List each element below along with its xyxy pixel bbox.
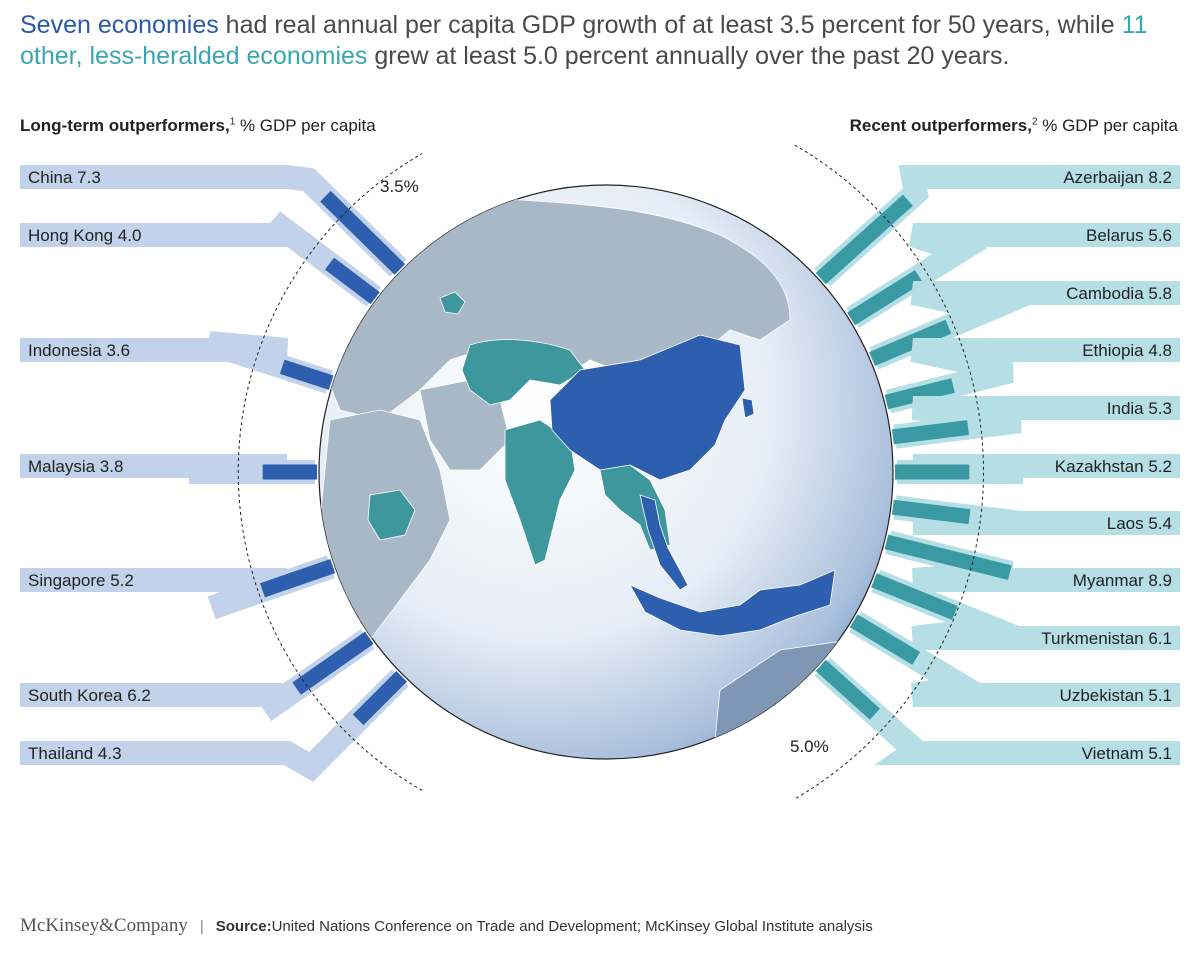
label-box xyxy=(933,165,1180,189)
country-label: Singapore 5.2 xyxy=(28,571,134,590)
country-label: Uzbekistan 5.1 xyxy=(1060,686,1172,705)
source-label: Source: xyxy=(215,917,272,935)
headline-text-2: grew at least 5.0 percent annually over … xyxy=(367,42,1010,70)
source-text: United Nations Conference on Trade and D… xyxy=(271,917,873,935)
value-bar xyxy=(869,319,952,366)
threshold-label: 5.0% xyxy=(790,737,829,756)
label-box xyxy=(20,454,267,478)
land-recent-belarus xyxy=(439,291,466,315)
land-recent-central-asia xyxy=(461,339,586,406)
label-box xyxy=(933,281,1180,305)
value-bar xyxy=(815,659,880,720)
label-box xyxy=(933,454,1180,478)
right-header-footnote: 2 xyxy=(1031,116,1038,128)
value-bar xyxy=(279,359,334,390)
label-box xyxy=(933,511,1180,535)
label-box xyxy=(20,683,267,707)
headline: Seven economies had real annual per capi… xyxy=(20,10,1190,72)
label-box xyxy=(933,223,1180,247)
country-label: Malaysia 3.8 xyxy=(28,457,123,476)
country-label: Vietnam 5.1 xyxy=(1082,744,1172,763)
left-section-header: Long-term outperformers,1 % GDP per capi… xyxy=(20,116,376,136)
land-recent-ethiopia xyxy=(367,489,416,541)
label-box xyxy=(933,683,1180,707)
country-label: Indonesia 3.6 xyxy=(28,341,130,360)
value-bar xyxy=(884,534,1012,580)
label-box xyxy=(20,223,267,247)
country-label: Belarus 5.6 xyxy=(1086,226,1172,245)
label-box xyxy=(20,741,267,765)
value-bar xyxy=(891,499,971,525)
value-bar xyxy=(884,378,955,410)
value-bar xyxy=(324,257,380,305)
globe-map xyxy=(318,184,894,760)
right-section-header: Recent outperformers,2 % GDP per capita xyxy=(850,116,1178,136)
country-label: Turkmenistan 6.1 xyxy=(1041,629,1172,648)
value-bar xyxy=(815,194,913,285)
land-thailand-malaysia xyxy=(639,494,689,591)
country-label: South Korea 6.2 xyxy=(28,686,151,705)
label-box xyxy=(933,568,1180,592)
value-bar xyxy=(891,420,969,445)
value-bar xyxy=(847,270,923,326)
headline-text-1: had real annual per capita GDP growth of… xyxy=(218,11,1122,39)
left-header-footnote: 1 xyxy=(229,116,236,128)
headline-highlight-recent: 11 other, less-heralded economies xyxy=(20,11,1148,70)
country-label: Hong Kong 4.0 xyxy=(28,226,141,245)
country-label: Azerbaijan 8.2 xyxy=(1063,168,1172,187)
label-box xyxy=(20,568,267,592)
left-header-bold: Long-term outperformers, xyxy=(20,116,230,135)
country-label: India 5.3 xyxy=(1107,399,1172,418)
value-bar xyxy=(871,573,958,620)
label-box xyxy=(20,338,267,362)
recent-outperformers-group: Azerbaijan 8.2 Belarus 5.6 Cambodia 5.8 Eth… xyxy=(790,144,1180,800)
land-south-korea xyxy=(741,397,755,419)
label-box xyxy=(20,165,267,189)
connector-band xyxy=(267,669,409,782)
country-label: Kazakhstan 5.2 xyxy=(1055,457,1172,476)
label-box xyxy=(933,741,1180,765)
label-box xyxy=(933,338,1180,362)
country-label: Ethiopia 4.8 xyxy=(1082,341,1172,360)
footer-separator: | xyxy=(199,917,204,935)
land-indonesia xyxy=(629,569,836,637)
country-label: Thailand 4.3 xyxy=(28,744,122,763)
connector-band xyxy=(264,211,381,307)
country-label: Cambodia 5.8 xyxy=(1066,284,1172,303)
country-label: Laos 5.4 xyxy=(1107,514,1172,533)
footer: McKinsey&Company | Source: United Nation… xyxy=(20,915,873,937)
left-header-unit: % GDP per capita xyxy=(235,116,376,135)
country-label: China 7.3 xyxy=(28,168,101,187)
land-china xyxy=(549,334,746,481)
company-logo: McKinsey&Company xyxy=(20,915,188,936)
value-bar xyxy=(292,631,374,695)
value-bar xyxy=(320,190,406,275)
right-header-bold: Recent outperformers, xyxy=(849,116,1032,135)
value-bar xyxy=(352,671,407,726)
headline-highlight-long-term: Seven economies xyxy=(20,11,219,39)
right-header-unit: % GDP per capita xyxy=(1037,116,1178,135)
threshold-label: 3.5% xyxy=(380,177,419,196)
value-bar xyxy=(849,614,921,665)
threshold-arc xyxy=(794,144,984,800)
label-box xyxy=(933,626,1180,650)
label-box xyxy=(933,396,1180,420)
long-term-outperformers-group: China 7.3 Hong Kong 4.0 Indonesia 3.6 Malay… xyxy=(20,153,423,791)
chart-canvas: China 7.3 Hong Kong 4.0 Indonesia 3.6 Malay… xyxy=(20,144,1180,800)
country-label: Myanmar 8.9 xyxy=(1073,571,1172,590)
value-bar xyxy=(259,558,336,598)
threshold-arc xyxy=(237,153,423,791)
